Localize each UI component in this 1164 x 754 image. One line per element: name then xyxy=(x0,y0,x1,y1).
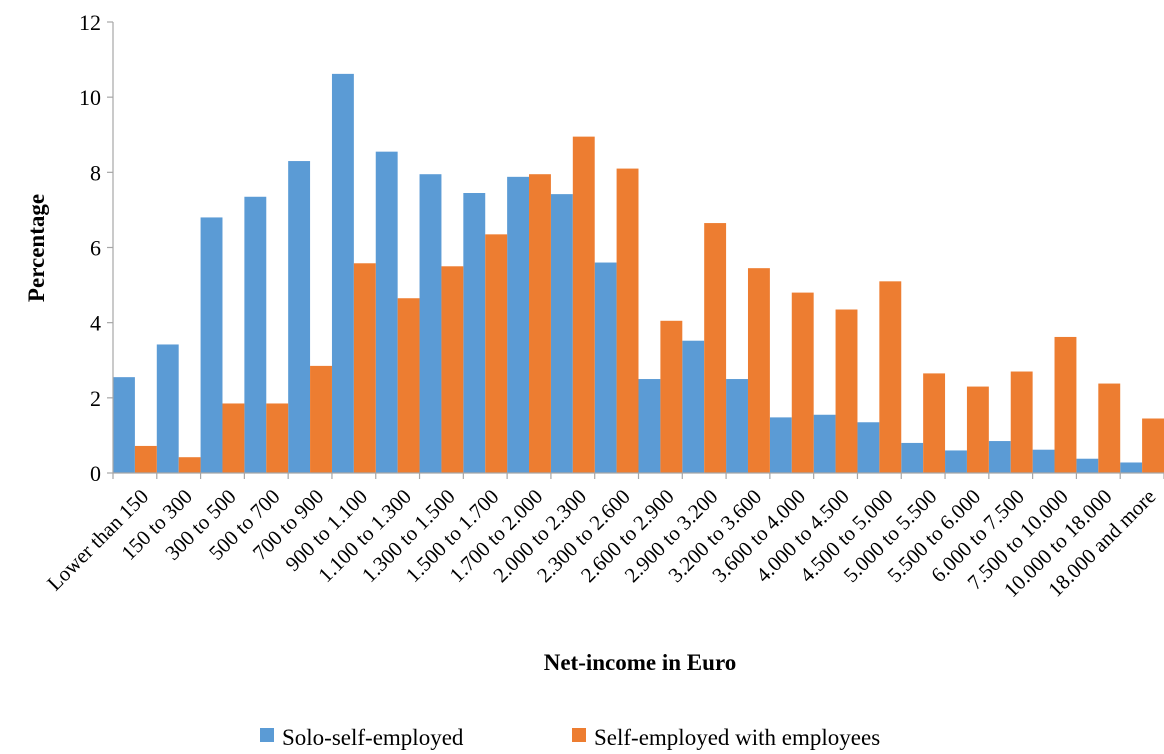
bar-with-employees-4 xyxy=(310,365,332,473)
y-tick-label-3: 6 xyxy=(90,236,101,261)
bar-solo-4 xyxy=(288,161,311,473)
bar-solo-19 xyxy=(945,450,967,473)
bar-with-employees-16 xyxy=(835,309,858,473)
bar-solo-18 xyxy=(901,442,924,473)
bar-solo-17 xyxy=(857,422,880,473)
bar-solo-2 xyxy=(200,217,223,473)
legend-swatch-with-employees xyxy=(572,728,586,742)
bar-solo-13 xyxy=(682,340,705,473)
bar-with-employees-22 xyxy=(1098,383,1121,473)
bar-solo-11 xyxy=(594,262,617,473)
bar-solo-14 xyxy=(726,379,748,473)
bars-group xyxy=(113,73,1164,474)
bar-with-employees-15 xyxy=(791,292,814,473)
bar-with-employees-21 xyxy=(1054,336,1077,473)
y-axis-ticks: 0 2 4 6 8 10 12 xyxy=(79,10,113,486)
bar-with-employees-11 xyxy=(616,168,639,473)
bar-solo-8 xyxy=(463,193,486,473)
bar-solo-16 xyxy=(813,414,836,473)
bar-with-employees-14 xyxy=(747,268,770,473)
bar-with-employees-20 xyxy=(1010,371,1033,473)
bar-solo-1 xyxy=(156,344,179,473)
bar-with-employees-19 xyxy=(966,386,989,473)
bar-solo-22 xyxy=(1076,458,1099,473)
y-axis-title: Percentage xyxy=(24,194,49,302)
bar-solo-15 xyxy=(769,417,792,473)
legend-label-with-employees: Self-employed with employees xyxy=(594,725,880,750)
bar-with-employees-2 xyxy=(222,403,245,473)
y-tick-label-5: 10 xyxy=(79,85,101,110)
y-tick-label-4: 8 xyxy=(90,160,101,185)
bar-with-employees-0 xyxy=(134,445,157,473)
bar-solo-7 xyxy=(419,174,442,473)
bar-solo-21 xyxy=(1032,449,1055,473)
bar-with-employees-3 xyxy=(266,403,289,473)
bar-with-employees-17 xyxy=(879,281,902,473)
bar-with-employees-10 xyxy=(572,136,595,473)
y-tick-label-6: 12 xyxy=(79,10,101,35)
bar-solo-12 xyxy=(638,379,661,473)
bar-with-employees-8 xyxy=(485,234,508,473)
bar-with-employees-1 xyxy=(178,457,201,473)
bar-solo-10 xyxy=(550,194,573,473)
bar-solo-20 xyxy=(988,441,1011,473)
bar-solo-0 xyxy=(113,377,135,473)
bar-with-employees-12 xyxy=(660,320,683,473)
y-tick-label-0: 0 xyxy=(90,461,101,486)
bar-solo-6 xyxy=(375,151,398,473)
y-tick-label-1: 2 xyxy=(90,386,101,411)
bar-with-employees-6 xyxy=(397,298,420,473)
y-tick-label-2: 4 xyxy=(90,311,101,336)
x-axis-title: Net-income in Euro xyxy=(544,650,737,675)
bar-solo-9 xyxy=(507,176,530,473)
bar-with-employees-9 xyxy=(529,174,551,473)
bar-with-employees-23 xyxy=(1142,418,1164,473)
legend-swatch-solo xyxy=(260,728,274,742)
bar-with-employees-13 xyxy=(704,223,727,473)
legend: Solo-self-employed Self-employed with em… xyxy=(260,725,880,750)
bar-solo-23 xyxy=(1120,462,1143,473)
bar-solo-3 xyxy=(244,196,267,473)
bar-with-employees-18 xyxy=(923,373,946,473)
legend-label-solo: Solo-self-employed xyxy=(282,725,464,750)
bar-with-employees-5 xyxy=(353,263,376,473)
bar-solo-5 xyxy=(331,73,354,474)
bar-with-employees-7 xyxy=(441,266,464,473)
